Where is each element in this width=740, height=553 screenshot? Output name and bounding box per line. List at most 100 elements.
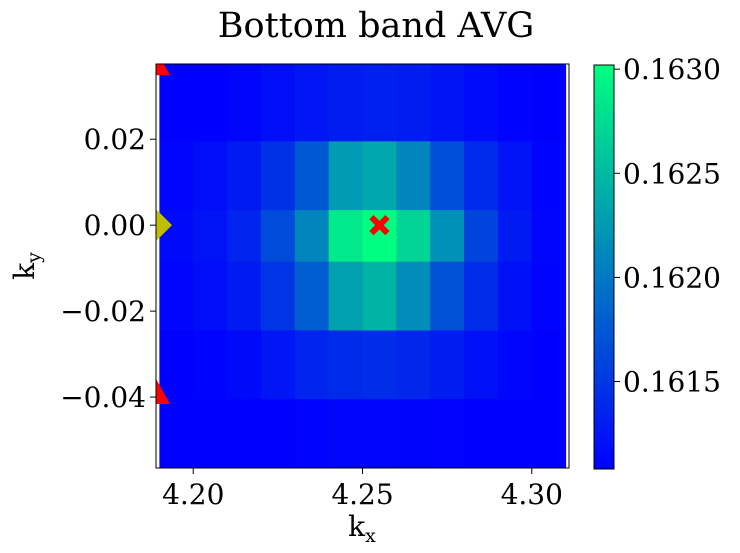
heatmap-cell <box>227 399 262 469</box>
heatmap-cell <box>294 261 330 331</box>
heatmap-cell <box>328 141 363 211</box>
heatmap-cell <box>260 330 296 400</box>
heatmap-cell <box>294 64 330 142</box>
colorbar <box>593 64 615 470</box>
heatmap-cell <box>159 141 194 211</box>
heatmap-cell <box>227 330 262 400</box>
heatmap-cell <box>294 399 330 469</box>
heatmap-cell <box>193 261 228 331</box>
heatmap-cell <box>294 210 330 263</box>
heatmap-cell <box>193 141 228 211</box>
heatmap-cell <box>294 330 330 400</box>
colorbar-tick-label: 0.1625 <box>623 157 721 190</box>
heatmap-cell <box>464 399 499 469</box>
y-tick-label: −0.04 <box>60 381 146 414</box>
heatmap-cell <box>396 399 431 469</box>
heatmap-cell <box>362 330 397 400</box>
heatmap-cell <box>396 261 431 331</box>
colorbar-gradient <box>593 64 615 470</box>
heatmap-cell <box>464 330 499 400</box>
heatmap-cell <box>497 64 533 142</box>
heatmap-cell <box>430 399 465 469</box>
y-axis-label-main: k <box>8 262 41 280</box>
colorbar-tick-label: 0.1630 <box>623 53 721 86</box>
heatmap-cell <box>531 141 567 211</box>
heatmap-cell <box>328 261 363 331</box>
y-tick-label: 0.02 <box>84 123 146 156</box>
heatmap-cell <box>464 64 499 142</box>
x-tick-label: 4.20 <box>162 478 224 511</box>
heatmap-cell <box>227 210 262 263</box>
heatmap-cell <box>531 210 567 263</box>
y-axis-label: ky <box>8 252 45 280</box>
heatmap-cell <box>193 330 228 400</box>
y-axis-label-sub: y <box>23 252 45 264</box>
heatmap-cell <box>260 210 296 263</box>
yellow-diamond-marker <box>156 209 172 242</box>
heatmap-cell <box>193 210 228 263</box>
heatmap-cell <box>227 261 262 331</box>
heatmap-cell <box>328 330 363 400</box>
x-axis-label: kx <box>348 510 376 547</box>
heatmap-cell <box>464 261 499 331</box>
heatmap-cell <box>531 261 567 331</box>
heatmap-cell <box>260 64 296 142</box>
heatmap-cell <box>159 399 194 469</box>
heatmap-cell <box>464 141 499 211</box>
heatmap-cell <box>362 399 397 469</box>
heatmap-cell <box>159 64 194 142</box>
heatmap-cell <box>362 261 397 331</box>
heatmap-cell <box>159 330 194 400</box>
heatmap-cell <box>497 141 533 211</box>
y-axis: 0.02 0.00 −0.02 −0.04 <box>60 123 156 414</box>
heatmap-cell <box>430 210 465 263</box>
heatmap-cell <box>531 64 567 142</box>
colorbar-tick-label: 0.1615 <box>623 366 721 399</box>
x-tick-label: 4.25 <box>331 478 393 511</box>
heatmap-cell <box>430 330 465 400</box>
heatmap-cell <box>362 64 397 142</box>
heatmap-cell <box>328 64 363 142</box>
heatmap-cell <box>396 330 431 400</box>
heatmap-cell <box>531 330 567 400</box>
x-axis-label-sub: x <box>365 525 376 547</box>
heatmap-cells <box>159 64 567 469</box>
markers-clipped <box>156 64 390 404</box>
heatmap-cell <box>497 330 533 400</box>
markers-layer <box>156 64 390 404</box>
heatmap-cell <box>193 399 228 469</box>
heatmap-cell <box>294 141 330 211</box>
red-triangle-marker-top <box>156 64 170 76</box>
chart-title: Bottom band AVG <box>218 6 534 46</box>
heatmap-cell <box>227 64 262 142</box>
heatmap-cell <box>227 141 262 211</box>
colorbar-ticks: 0.1630 0.1625 0.1620 0.1615 <box>614 53 721 399</box>
heatmap-cell <box>430 64 465 142</box>
heatmap-cell <box>328 399 363 469</box>
heatmap-cell <box>328 210 363 263</box>
heatmap-cell <box>464 210 499 263</box>
heatmap-cell <box>362 141 397 211</box>
heatmap-cell <box>396 210 431 263</box>
heatmap-cell <box>497 210 533 263</box>
heatmap-cell <box>396 64 431 142</box>
red-x-marker <box>369 215 390 236</box>
y-tick-label: −0.02 <box>60 295 146 328</box>
heatmap-cell <box>193 64 228 142</box>
heatmap-cell <box>159 261 194 331</box>
heatmap-cell <box>260 399 296 469</box>
x-tick-label: 4.30 <box>501 478 563 511</box>
heatmap-cell <box>430 261 465 331</box>
heatmap-cell <box>260 141 296 211</box>
heatmap-cell <box>531 399 567 469</box>
x-axis-label-main: k <box>348 510 366 543</box>
heatmap-cell <box>497 399 533 469</box>
heatmap-cell <box>430 141 465 211</box>
colorbar-tick-label: 0.1620 <box>623 261 721 294</box>
heatmap-cell <box>396 141 431 211</box>
heatmap-cell <box>497 261 533 331</box>
y-tick-label: 0.00 <box>84 209 146 242</box>
x-axis: 4.20 4.25 4.30 <box>162 468 563 511</box>
heatmap-cell <box>260 261 296 331</box>
